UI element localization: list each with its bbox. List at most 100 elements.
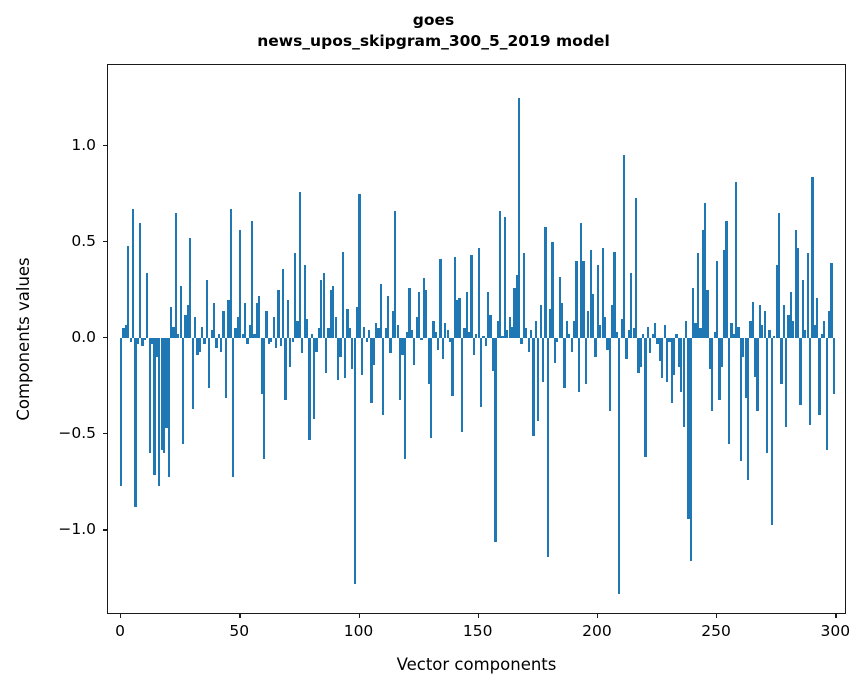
y-axis-tick-labels: −1.0 −0.5 0.0 0.5 1.0 xyxy=(0,0,96,696)
bar xyxy=(439,259,442,339)
bar xyxy=(365,338,368,342)
bar xyxy=(589,249,592,339)
bar xyxy=(799,338,802,406)
y-tick-label: −1.0 xyxy=(58,520,96,539)
bar xyxy=(379,284,383,339)
bar xyxy=(177,334,180,339)
bar xyxy=(420,338,423,340)
bar xyxy=(377,328,380,339)
bar xyxy=(150,338,154,344)
bar xyxy=(456,299,459,339)
bar xyxy=(646,326,650,339)
bar xyxy=(215,338,218,348)
bar xyxy=(704,203,707,339)
bar xyxy=(720,338,723,367)
bar xyxy=(816,297,819,339)
bar xyxy=(162,338,166,454)
bar xyxy=(446,330,449,339)
bar xyxy=(398,338,402,400)
bar xyxy=(606,338,609,350)
bar xyxy=(413,338,416,365)
bar xyxy=(658,338,661,362)
bar xyxy=(725,220,728,339)
bar xyxy=(611,305,614,339)
bar xyxy=(232,338,235,477)
bar xyxy=(591,293,595,339)
y-axis-label: Components values xyxy=(14,257,33,421)
bar xyxy=(596,265,599,339)
bar xyxy=(410,330,414,339)
bar xyxy=(301,338,304,354)
bar xyxy=(220,338,223,352)
bar xyxy=(139,222,142,339)
bar xyxy=(510,326,514,339)
bar xyxy=(763,311,766,339)
bar xyxy=(201,326,204,339)
bar xyxy=(801,280,805,339)
bar xyxy=(181,338,185,444)
bar xyxy=(444,322,447,339)
bar xyxy=(122,328,125,339)
bar xyxy=(742,338,745,358)
bar xyxy=(334,316,337,339)
bar xyxy=(196,338,199,356)
bar xyxy=(384,328,387,339)
bar xyxy=(539,305,542,339)
bar xyxy=(353,338,356,585)
bar xyxy=(375,322,378,339)
bar xyxy=(315,338,318,352)
bar xyxy=(689,338,692,562)
bar xyxy=(649,338,652,354)
bar xyxy=(468,332,471,339)
bar xyxy=(255,303,259,339)
bar xyxy=(451,338,454,396)
bar xyxy=(260,338,263,394)
bar xyxy=(608,338,611,412)
bar xyxy=(558,276,561,339)
bar xyxy=(670,338,673,404)
bar xyxy=(546,338,549,558)
bar xyxy=(422,278,425,339)
bar xyxy=(417,291,421,339)
bar xyxy=(637,338,640,373)
bar xyxy=(358,193,361,339)
bar xyxy=(553,338,557,364)
bar xyxy=(265,311,268,339)
bar xyxy=(344,338,347,379)
bar xyxy=(289,338,292,367)
bar xyxy=(298,191,302,339)
bar xyxy=(222,311,225,339)
bar xyxy=(477,247,480,339)
bar xyxy=(551,241,554,339)
bar xyxy=(308,338,311,440)
bar xyxy=(158,338,161,487)
bar xyxy=(193,316,197,339)
bar xyxy=(239,230,242,339)
bar xyxy=(532,338,535,437)
bar xyxy=(355,307,359,339)
bar xyxy=(234,328,237,339)
x-tick-label: 150 xyxy=(462,622,493,640)
bar xyxy=(594,338,597,358)
bar xyxy=(827,311,831,339)
bar xyxy=(170,307,173,339)
bar xyxy=(668,338,671,342)
bar xyxy=(146,272,149,339)
bar xyxy=(372,338,375,365)
bar xyxy=(632,328,635,339)
bar xyxy=(136,338,139,344)
bar xyxy=(582,261,585,339)
bar xyxy=(227,299,230,339)
y-tick-label: 0.5 xyxy=(71,231,96,250)
bar xyxy=(634,197,638,339)
bar xyxy=(625,338,628,360)
bar xyxy=(341,251,344,339)
bar xyxy=(460,338,464,433)
bar xyxy=(520,338,523,344)
x-tick-mark xyxy=(239,613,241,618)
bar xyxy=(651,334,654,339)
bar xyxy=(210,330,213,339)
bar xyxy=(565,320,568,339)
x-tick-label: 250 xyxy=(701,622,731,640)
